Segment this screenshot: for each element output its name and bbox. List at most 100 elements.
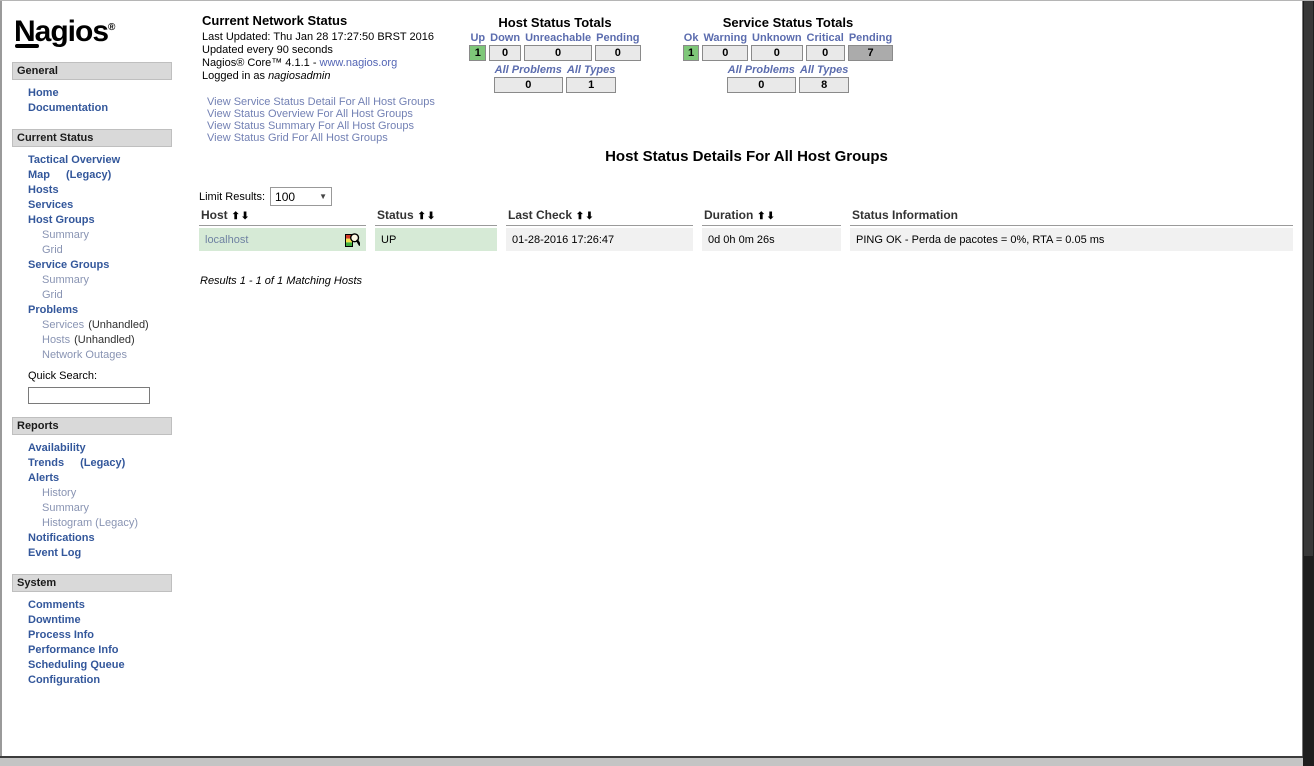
sidebar-link-problems[interactable]: Problems — [28, 304, 79, 316]
sidebar-link-scheduling-queue[interactable]: Scheduling Queue — [28, 658, 125, 671]
totals-count-critical[interactable]: 0 — [805, 45, 845, 61]
totals-header-pending[interactable]: Pending — [848, 32, 893, 44]
totals-count-up[interactable]: 1 — [469, 45, 487, 61]
sidebar-link-trends[interactable]: Trends — [28, 456, 65, 469]
sidebar-link-hosts[interactable]: Hosts — [42, 334, 71, 346]
sort-ascending-icon[interactable]: ⬆ — [573, 211, 585, 222]
sidebar-item-notifications[interactable]: Notifications — [12, 531, 172, 546]
sidebar-link-performance-info[interactable]: Performance Info — [28, 643, 119, 656]
sidebar-link-service-groups[interactable]: Service Groups — [28, 259, 110, 271]
sidebar-link-histogram-legacy[interactable]: Histogram (Legacy) — [42, 516, 138, 529]
sidebar-link-alerts[interactable]: Alerts — [28, 471, 60, 484]
totals-count-all-types[interactable]: 1 — [565, 77, 617, 93]
sidebar-link-comments[interactable]: Comments — [28, 598, 85, 611]
totals-header-unreachable[interactable]: Unreachable — [525, 32, 592, 44]
totals-header-all-types[interactable]: All Types — [799, 64, 849, 76]
sidebar-item-documentation[interactable]: Documentation — [12, 101, 172, 116]
sidebar-item-hosts[interactable]: Hosts — [12, 183, 172, 198]
sidebar-item-event-log[interactable]: Event Log — [12, 546, 172, 561]
sidebar-link-summary[interactable]: Summary — [42, 501, 90, 514]
totals-header-ok[interactable]: Ok — [683, 32, 699, 44]
sidebar-item-availability[interactable]: Availability — [12, 441, 172, 456]
view-link-status-grid-for[interactable]: View Status Grid For All Host Groups — [207, 132, 388, 144]
sidebar-item-home[interactable]: Home — [12, 86, 172, 101]
totals-header-down[interactable]: Down — [490, 32, 521, 44]
sidebar-link-event-log[interactable]: Event Log — [28, 546, 82, 559]
sort-ascending-icon[interactable]: ⬆ — [228, 211, 240, 222]
sidebar-link-hosts[interactable]: Hosts — [28, 184, 59, 196]
sidebar-link-network-outages[interactable]: Network Outages — [42, 349, 127, 361]
sidebar-item-services[interactable]: Services — [12, 198, 172, 213]
sidebar-link-availability[interactable]: Availability — [28, 441, 86, 454]
totals-count-ok[interactable]: 1 — [682, 45, 700, 61]
quick-search-input[interactable] — [28, 386, 150, 404]
sidebar-link-host-groups[interactable]: Host Groups — [28, 214, 95, 226]
totals-header-up[interactable]: Up — [470, 32, 486, 44]
view-link-service-status-detail[interactable]: View Service Status Detail For All Host … — [207, 96, 435, 108]
sidebar-item-scheduling-queue[interactable]: Scheduling Queue — [12, 658, 172, 673]
sort-descending-icon[interactable]: ⬇ — [766, 211, 775, 222]
totals-count-down[interactable]: 0 — [489, 45, 522, 61]
totals-count-pending[interactable]: 7 — [847, 45, 894, 61]
host-extinfo-icon[interactable] — [345, 232, 360, 247]
sidebar-link-home[interactable]: Home — [28, 87, 59, 99]
sidebar-link-tactical-overview[interactable]: Tactical Overview — [28, 154, 121, 166]
sort-ascending-icon[interactable]: ⬆ — [414, 211, 426, 222]
totals-count-unreachable[interactable]: 0 — [524, 45, 593, 61]
sidebar-item-histogram-legacy[interactable]: Histogram (Legacy) — [12, 516, 172, 531]
totals-count-unknown[interactable]: 0 — [751, 45, 803, 61]
sidebar-item-services[interactable]: Services (Unhandled) — [12, 318, 172, 333]
view-link-status-overview-for[interactable]: View Status Overview For All Host Groups — [207, 108, 413, 120]
sidebar-link-grid[interactable]: Grid — [42, 244, 63, 256]
sidebar-item-grid[interactable]: Grid — [12, 243, 172, 258]
sidebar-item-process-info[interactable]: Process Info — [12, 628, 172, 643]
totals-header-unknown[interactable]: Unknown — [752, 32, 802, 44]
totals-header-all-problems[interactable]: All Problems — [494, 64, 562, 76]
sidebar-link-services[interactable]: Services — [28, 199, 74, 211]
totals-header-warning[interactable]: Warning — [703, 32, 748, 44]
sort-descending-icon[interactable]: ⬇ — [240, 211, 250, 222]
totals-count-pending[interactable]: 0 — [595, 45, 641, 61]
sidebar-item-alerts[interactable]: Alerts — [12, 471, 172, 486]
scrollbar-thumb[interactable] — [1304, 1, 1313, 556]
sidebar-item-map[interactable]: Map (Legacy) — [12, 168, 172, 183]
sidebar-link-services[interactable]: Services — [42, 319, 85, 331]
sidebar-link-summary[interactable]: Summary — [42, 274, 90, 286]
totals-header-pending[interactable]: Pending — [596, 32, 640, 44]
sidebar-item-comments[interactable]: Comments — [12, 598, 172, 613]
sidebar-item-grid[interactable]: Grid — [12, 288, 172, 303]
sidebar-item-configuration[interactable]: Configuration — [12, 673, 172, 688]
sidebar-link-notifications[interactable]: Notifications — [28, 531, 95, 544]
sidebar-item-history[interactable]: History — [12, 486, 172, 501]
sidebar-link-documentation[interactable]: Documentation — [28, 102, 109, 114]
view-link-status-summary-for[interactable]: View Status Summary For All Host Groups — [207, 120, 415, 132]
sidebar-link-downtime[interactable]: Downtime — [28, 613, 81, 626]
sidebar-link-map[interactable]: Map — [28, 169, 50, 181]
totals-count-all-types[interactable]: 8 — [798, 77, 850, 93]
sidebar-link-legacy[interactable]: (Legacy) — [66, 169, 112, 181]
sort-descending-icon[interactable]: ⬇ — [585, 211, 594, 222]
sidebar-item-performance-info[interactable]: Performance Info — [12, 643, 172, 658]
sidebar-link-unhandled[interactable]: (Unhandled) — [88, 319, 149, 331]
sidebar-item-trends[interactable]: Trends (Legacy) — [12, 456, 172, 471]
limit-results-select[interactable]: 100 ▼ — [270, 187, 333, 206]
sidebar-item-summary[interactable]: Summary — [12, 501, 172, 516]
totals-header-all-types[interactable]: All Types — [566, 64, 616, 76]
sidebar-item-summary[interactable]: Summary — [12, 273, 172, 288]
sidebar-link-process-info[interactable]: Process Info — [28, 628, 95, 641]
sidebar-item-service-groups[interactable]: Service Groups — [12, 258, 172, 273]
totals-count-all-problems[interactable]: 0 — [726, 77, 796, 93]
sidebar-link-grid[interactable]: Grid — [42, 289, 63, 301]
sidebar-item-network-outages[interactable]: Network Outages — [12, 348, 172, 363]
sidebar-item-downtime[interactable]: Downtime — [12, 613, 172, 628]
sidebar-link-history[interactable]: History — [42, 486, 77, 499]
host-link-localhost[interactable]: localhost — [205, 233, 249, 246]
totals-header-all-problems[interactable]: All Problems — [727, 64, 795, 76]
totals-count-all-problems[interactable]: 0 — [493, 77, 563, 93]
sidebar-item-summary[interactable]: Summary — [12, 228, 172, 243]
sidebar-item-tactical-overview[interactable]: Tactical Overview — [12, 153, 172, 168]
sort-descending-icon[interactable]: ⬇ — [426, 211, 436, 222]
sidebar-link-configuration[interactable]: Configuration — [28, 673, 101, 686]
sidebar-link-legacy[interactable]: (Legacy) — [80, 456, 126, 469]
sidebar-item-problems[interactable]: Problems — [12, 303, 172, 318]
